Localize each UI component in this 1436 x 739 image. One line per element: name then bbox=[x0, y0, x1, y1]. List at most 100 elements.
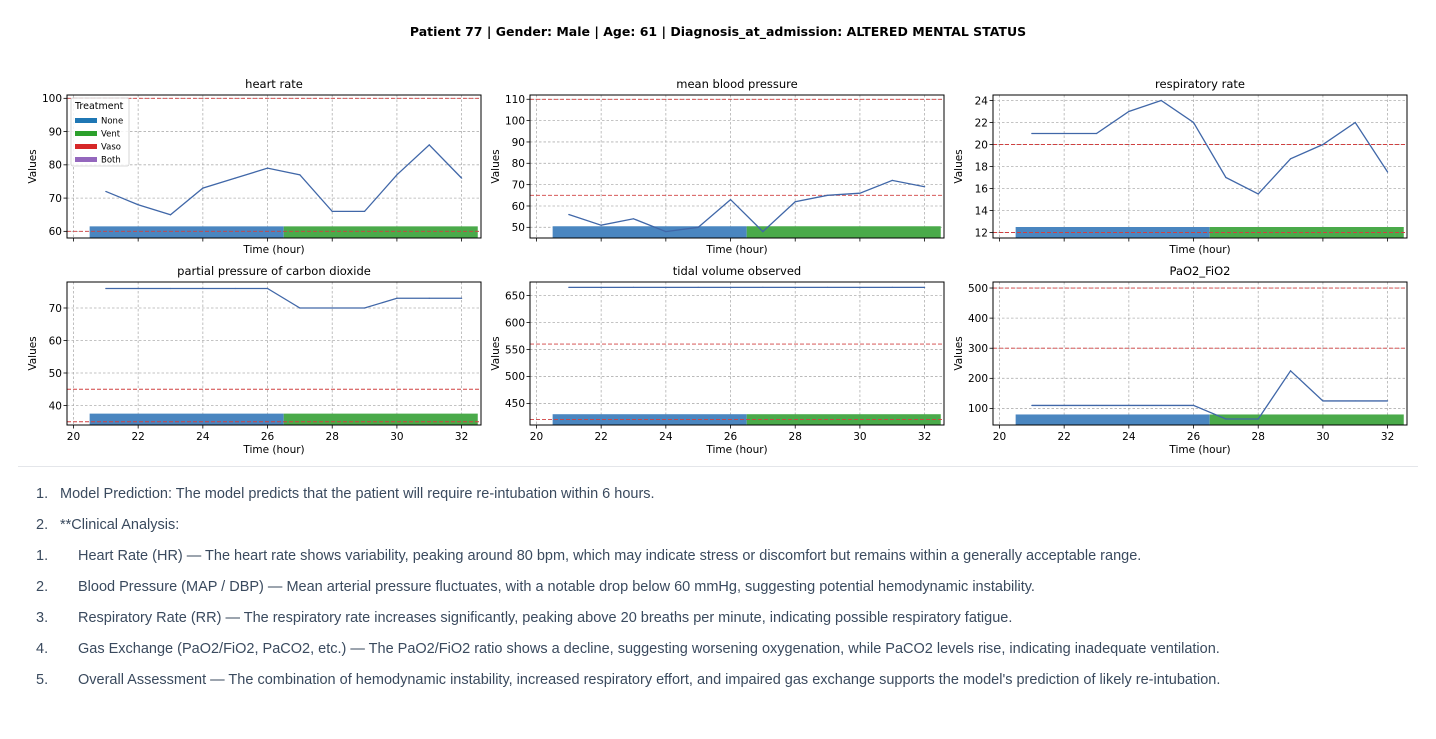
treatment-bar-none bbox=[89, 413, 284, 425]
data-point bbox=[1354, 121, 1356, 124]
data-point bbox=[632, 286, 635, 288]
x-tick-label: 20 bbox=[67, 431, 80, 443]
data-point bbox=[1160, 99, 1162, 102]
data-point bbox=[1031, 404, 1033, 407]
x-tick-label: 32 bbox=[455, 431, 468, 443]
data-point bbox=[1225, 418, 1227, 420]
x-axis-label: Time (hour) bbox=[705, 244, 767, 256]
data-point bbox=[1386, 400, 1389, 402]
data-point bbox=[169, 214, 172, 216]
series-line bbox=[568, 179, 925, 233]
y-tick-label: 500 bbox=[505, 371, 525, 383]
data-point bbox=[105, 190, 107, 193]
analysis-item-number: 4. bbox=[36, 641, 49, 657]
data-point bbox=[632, 218, 635, 220]
y-axis-label: Values bbox=[953, 149, 965, 183]
y-tick-label: 14 bbox=[975, 205, 989, 217]
x-axis-label: Time (hour) bbox=[242, 444, 304, 456]
plot-frame bbox=[66, 281, 482, 426]
x-tick-label: 28 bbox=[789, 431, 802, 443]
legend-swatch-none bbox=[75, 118, 97, 123]
y-tick-label: 70 bbox=[49, 193, 62, 205]
y-tick-label: 200 bbox=[968, 373, 988, 385]
data-point bbox=[1225, 176, 1227, 179]
vitals-figure: Patient 77 | Gender: Male | Age: 61 | Di… bbox=[27, 24, 1408, 456]
y-tick-label: 16 bbox=[975, 183, 989, 195]
chart-panel-1: heart rate 60 70 80 90 100 Time (hour) Values Tr… bbox=[27, 77, 482, 256]
data-point bbox=[826, 286, 829, 288]
data-point bbox=[1289, 370, 1292, 372]
data-point bbox=[1322, 400, 1324, 402]
data-point bbox=[299, 174, 301, 176]
y-tick-label: 70 bbox=[49, 303, 62, 315]
x-tick-label: 22 bbox=[131, 431, 144, 443]
data-point bbox=[105, 287, 107, 290]
chart-title: partial pressure of carbon dioxide bbox=[177, 264, 371, 278]
data-point bbox=[1386, 171, 1389, 173]
x-tick-label: 30 bbox=[1316, 431, 1329, 443]
x-axis-label: Time (hour) bbox=[1168, 444, 1230, 456]
data-point bbox=[923, 186, 926, 188]
y-tick-label: 80 bbox=[49, 160, 62, 172]
data-point bbox=[1128, 404, 1130, 407]
y-axis-label: Values bbox=[953, 336, 965, 370]
legend-label-none: None bbox=[101, 117, 123, 127]
y-tick-label: 300 bbox=[968, 343, 988, 355]
data-point bbox=[1095, 404, 1098, 407]
data-point bbox=[891, 179, 893, 181]
plot-frame bbox=[66, 94, 482, 239]
y-tick-label: 50 bbox=[512, 222, 525, 234]
data-point bbox=[794, 286, 796, 288]
y-tick-label: 12 bbox=[975, 227, 988, 239]
y-tick-label: 60 bbox=[49, 335, 62, 347]
figure-title: Patient 77 | Gender: Male | Age: 61 | Di… bbox=[410, 24, 1026, 40]
x-tick-label: 30 bbox=[390, 431, 403, 443]
y-tick-label: 22 bbox=[975, 117, 988, 129]
y-tick-label: 20 bbox=[975, 139, 988, 151]
data-point bbox=[299, 307, 301, 309]
data-point bbox=[891, 286, 893, 288]
y-tick-label: 500 bbox=[968, 283, 988, 295]
x-tick-label: 26 bbox=[1187, 431, 1201, 443]
series-line bbox=[1031, 99, 1389, 195]
data-point bbox=[234, 177, 236, 179]
treatment-bar-vent bbox=[1209, 414, 1404, 425]
analysis-item-number: 3. bbox=[36, 610, 49, 626]
x-axis-label: Time (hour) bbox=[705, 444, 767, 456]
y-tick-label: 100 bbox=[968, 403, 988, 415]
treatment-bar-none bbox=[89, 226, 284, 238]
data-point bbox=[234, 287, 236, 290]
y-axis-label: Values bbox=[490, 336, 502, 370]
analysis-item-text: Respiratory Rate (RR) — The respiratory … bbox=[78, 610, 1013, 626]
data-point bbox=[428, 144, 430, 146]
analysis-item-number: 5. bbox=[36, 672, 49, 688]
data-point bbox=[600, 224, 602, 226]
chart-title: heart rate bbox=[245, 77, 303, 91]
x-tick-label: 20 bbox=[993, 431, 1006, 443]
y-tick-label: 40 bbox=[49, 400, 62, 412]
data-point bbox=[1257, 418, 1259, 420]
chart-title: mean blood pressure bbox=[676, 77, 797, 91]
x-tick-label: 24 bbox=[1122, 431, 1136, 443]
plot-frame bbox=[992, 281, 1408, 426]
data-point bbox=[923, 286, 926, 288]
data-point bbox=[331, 307, 333, 309]
y-tick-label: 100 bbox=[42, 93, 62, 105]
chart-title: PaO2_FiO2 bbox=[1170, 264, 1231, 278]
data-point bbox=[202, 287, 204, 290]
data-point bbox=[600, 286, 602, 288]
y-tick-label: 400 bbox=[968, 313, 988, 325]
data-point bbox=[202, 187, 204, 189]
data-point bbox=[266, 287, 269, 290]
legend-swatch-vaso bbox=[75, 144, 97, 149]
series-line bbox=[105, 143, 463, 216]
data-point bbox=[1354, 400, 1356, 402]
data-point bbox=[1257, 193, 1259, 195]
data-point bbox=[697, 226, 699, 228]
y-tick-label: 50 bbox=[49, 368, 62, 380]
chart-panel-5: tidal volume observed 450 500 550 600 650 20 22… bbox=[490, 264, 945, 456]
data-point bbox=[137, 287, 139, 290]
y-tick-label: 80 bbox=[512, 158, 525, 170]
x-tick-label: 22 bbox=[1057, 431, 1070, 443]
y-tick-label: 60 bbox=[49, 226, 62, 238]
